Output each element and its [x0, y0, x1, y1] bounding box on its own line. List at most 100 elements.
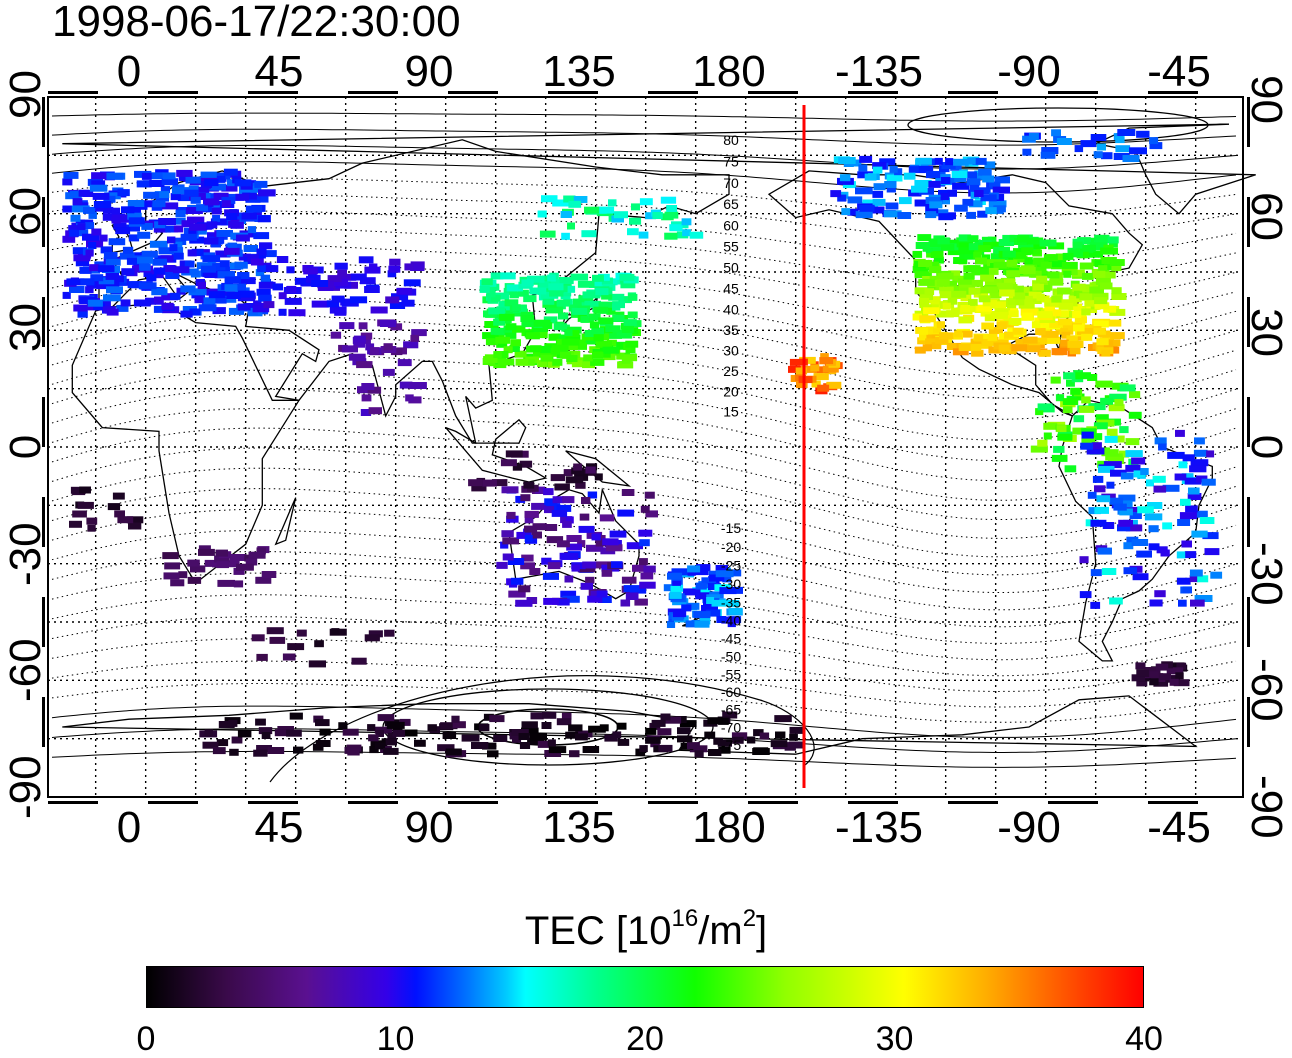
- border-stripe: [648, 801, 698, 804]
- tec-cell: [294, 277, 313, 285]
- tec-cell: [596, 590, 608, 598]
- tec-cell: [1129, 391, 1141, 399]
- tec-cell: [108, 238, 126, 246]
- tec-cell: [385, 296, 400, 304]
- tec-cell: [293, 746, 304, 754]
- tec-cell: [685, 620, 701, 628]
- tec-cell: [677, 735, 693, 743]
- tec-cell: [525, 332, 540, 340]
- tec-cell: [384, 629, 395, 637]
- tec-cell: [1118, 450, 1130, 458]
- tec-cell: [580, 582, 593, 590]
- tec-cell: [608, 331, 622, 339]
- tec-cell: [251, 634, 265, 642]
- tec-cell: [1055, 394, 1065, 402]
- tec-cell: [358, 256, 374, 264]
- tec-cell: [184, 260, 195, 268]
- tec-cell: [870, 206, 885, 214]
- tec-cell: [94, 261, 107, 269]
- tec-cell: [1137, 506, 1154, 514]
- tec-cell: [1125, 524, 1143, 532]
- tec-cell: [954, 204, 968, 212]
- tec-cell: [976, 304, 992, 312]
- tec-cell: [547, 274, 556, 282]
- tec-cell: [575, 339, 586, 347]
- tec-cell: [565, 731, 579, 739]
- tec-cell: [501, 530, 514, 538]
- tec-cell: [575, 481, 586, 489]
- tec-cell: [947, 248, 965, 256]
- tec-cell: [774, 715, 792, 723]
- tec-cell: [330, 331, 342, 339]
- tec-cell: [62, 235, 76, 243]
- border-stripe: [348, 91, 398, 94]
- tec-cell: [1074, 145, 1084, 153]
- left-lat-tick: 0: [1, 434, 50, 460]
- tec-cell: [1093, 320, 1109, 328]
- tec-cell: [958, 242, 970, 250]
- tec-cell: [1184, 477, 1202, 485]
- contour-label: -40: [721, 613, 741, 629]
- tec-cell: [1074, 316, 1087, 324]
- tec-cell: [971, 279, 983, 287]
- tec-cell: [83, 206, 96, 214]
- tec-cell: [1113, 503, 1127, 511]
- tec-cell: [954, 175, 967, 183]
- top-lon-tick: 0: [116, 47, 142, 96]
- tec-cell: [515, 495, 526, 503]
- tec-cell: [1002, 234, 1015, 242]
- tec-cell: [602, 346, 620, 354]
- tec-cell: [796, 381, 808, 389]
- tec-cell: [257, 215, 271, 223]
- tec-cell: [621, 576, 637, 584]
- tec-cell: [644, 491, 655, 499]
- right-lat-tick: -30: [1242, 541, 1291, 606]
- right-lat-tick: 0: [1242, 434, 1291, 460]
- tec-cell: [942, 302, 951, 310]
- tec-cell: [1184, 551, 1197, 559]
- contour-label: -70: [721, 719, 741, 735]
- tec-cell: [571, 360, 583, 368]
- tec-cell: [141, 172, 152, 180]
- tec-cell: [993, 205, 1006, 213]
- tec-cell: [1106, 481, 1115, 489]
- tec-cell: [217, 271, 235, 279]
- tec-cell: [1148, 525, 1159, 533]
- tec-cell: [664, 232, 678, 240]
- tec-cell: [544, 750, 562, 757]
- tec-cell: [380, 320, 397, 327]
- tec-cell: [256, 745, 272, 752]
- tec-cell: [935, 310, 954, 318]
- tec-cell: [1210, 571, 1223, 579]
- tec-cell: [914, 199, 931, 207]
- tec-cell: [1040, 151, 1056, 159]
- tec-cell: [680, 742, 694, 750]
- colorbar-tick: 0: [136, 1020, 156, 1058]
- bottom-lon-tick: 180: [692, 803, 766, 852]
- tec-cell: [718, 717, 729, 725]
- tec-cell: [960, 305, 971, 312]
- tec-cell: [1092, 270, 1106, 278]
- tec-cell: [229, 748, 239, 756]
- tec-cell: [605, 325, 621, 333]
- tec-cell: [813, 373, 829, 381]
- tec-cell: [457, 750, 467, 758]
- tec-cell: [1166, 667, 1184, 675]
- tec-cell: [556, 504, 572, 512]
- tec-cell: [266, 627, 284, 635]
- tec-cell: [894, 168, 903, 176]
- tec-cell: [621, 356, 631, 364]
- tec-cell: [1140, 468, 1149, 475]
- tec-cell: [1079, 591, 1092, 599]
- tec-cell: [502, 553, 514, 561]
- tec-cell: [1123, 500, 1133, 508]
- tec-cell: [189, 308, 201, 316]
- tec-cell: [625, 592, 639, 600]
- tec-cell: [161, 178, 178, 186]
- tec-cell: [1090, 569, 1102, 577]
- contour-label: 15: [723, 403, 739, 419]
- tec-cell: [598, 301, 616, 309]
- tec-cell: [532, 523, 547, 531]
- border-stripe: [1048, 91, 1098, 94]
- contour-label: -45: [721, 631, 741, 647]
